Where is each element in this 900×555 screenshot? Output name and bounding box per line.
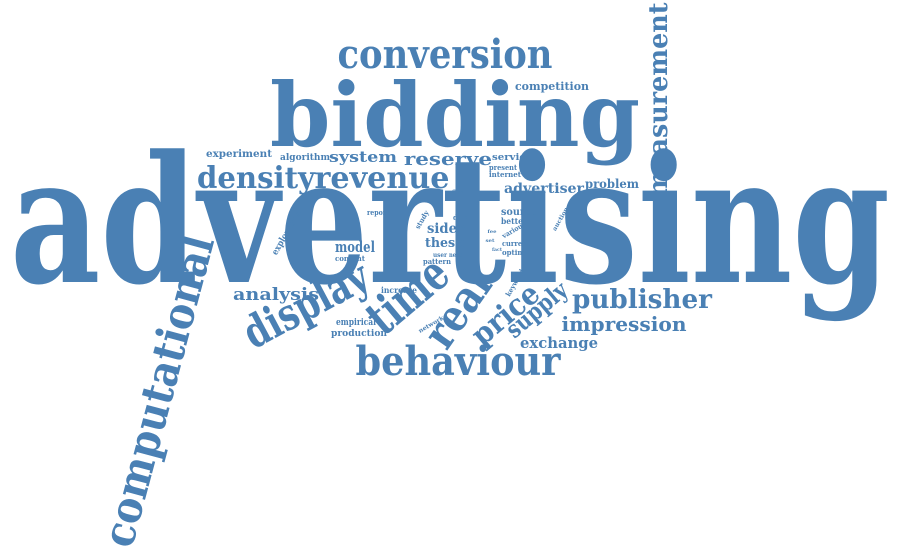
word-conversion: conversion — [338, 31, 553, 78]
word-optimal: optimal — [502, 248, 532, 257]
word-current: current — [502, 239, 531, 248]
word-increase: increase — [381, 285, 417, 295]
word-internet: internet — [489, 170, 522, 179]
word-reserve: reserve — [404, 149, 492, 170]
word-impression: impression — [562, 312, 687, 336]
word-flow: flow — [452, 189, 465, 195]
word-empirical: empirical — [336, 318, 376, 328]
word-measurement: measurement — [644, 3, 674, 198]
word-advertiser: advertiser — [504, 181, 585, 197]
word-publisher: publisher — [572, 285, 712, 315]
word-pattern: pattern — [423, 257, 451, 266]
word-content: content — [335, 254, 366, 263]
word-need: need — [449, 252, 464, 259]
word-algorithm: algorithm — [280, 153, 330, 163]
word-density: density — [197, 161, 317, 196]
word-production: production — [331, 329, 387, 339]
word-fee: fee — [488, 229, 497, 235]
word-experiment: experiment — [206, 149, 272, 160]
word-competition: competition — [515, 80, 589, 93]
word-set: set — [486, 238, 496, 244]
word-report: report — [367, 208, 390, 217]
word-tail: tail — [457, 224, 467, 230]
word-service: service — [492, 153, 532, 163]
word-thesis: thesis — [425, 236, 467, 251]
word-exchange: exchange — [520, 334, 598, 352]
word-system: system — [329, 148, 397, 166]
word-problem: problem — [585, 177, 639, 191]
word-side: side — [427, 221, 457, 237]
word-analysis: analysis — [233, 285, 319, 305]
word-fact: fact — [492, 247, 503, 253]
